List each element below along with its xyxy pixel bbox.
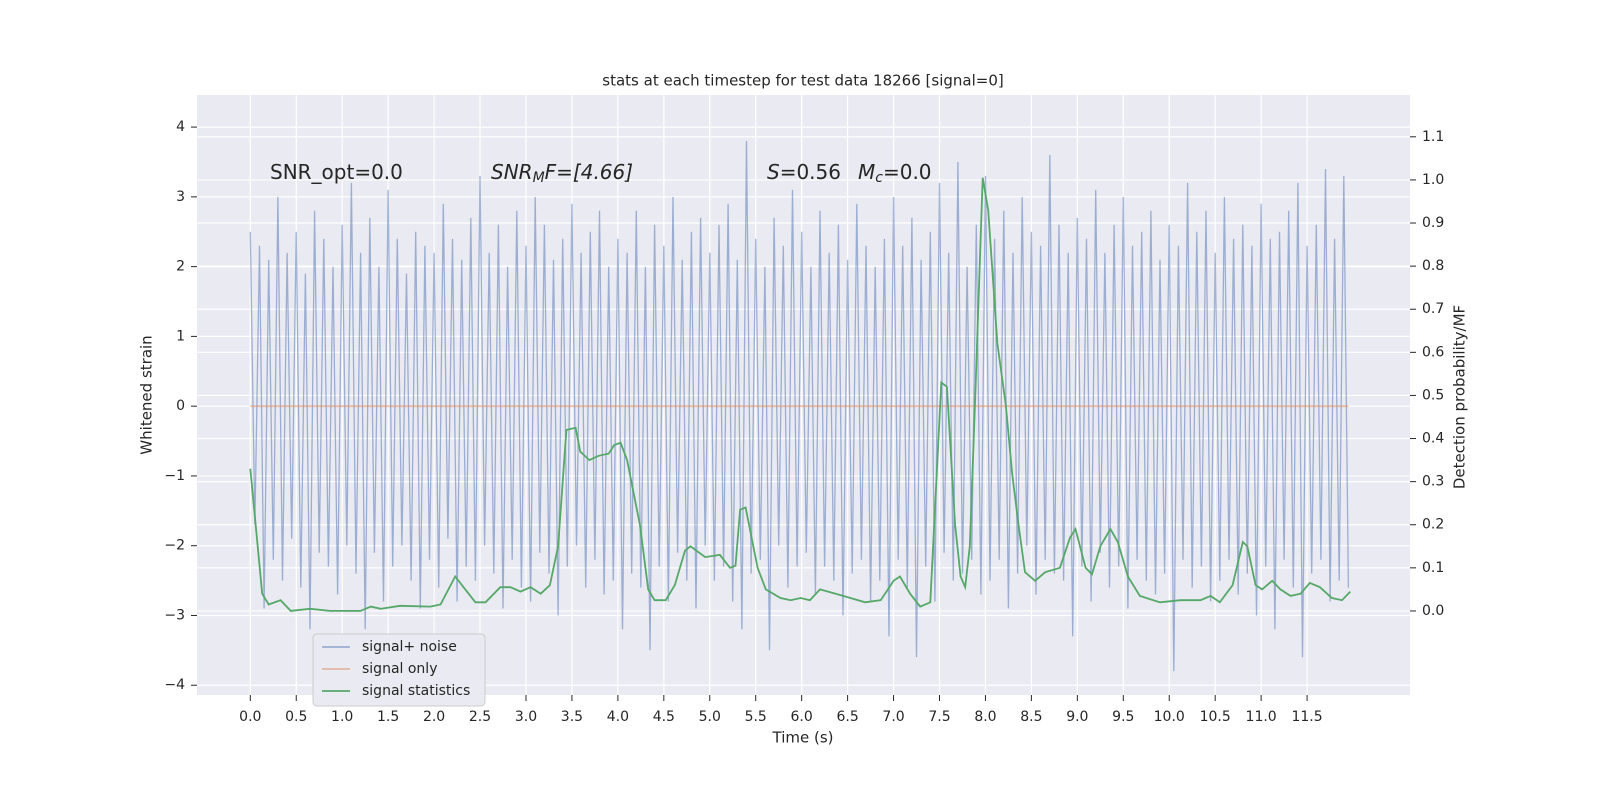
x-tick-label: 10.0 [1154, 709, 1185, 725]
y-tick-label: −3 [164, 607, 185, 623]
y2-axis-label: Detection probability/MF [1451, 305, 1469, 489]
x-tick-label: 7.0 [882, 709, 904, 725]
x-tick-label: 9.0 [1066, 709, 1088, 725]
annotation-main: SNR [491, 160, 533, 184]
y2-tick-label: 0.4 [1422, 431, 1444, 447]
x-tick-label: 11.0 [1246, 709, 1277, 725]
x-tick-label: 2.5 [469, 709, 491, 725]
annotation-main: SNR_opt=0.0 [270, 160, 403, 184]
legend-label: signal only [362, 661, 437, 677]
y2-tick-label: 1.1 [1422, 129, 1444, 145]
x-tick-label: 7.5 [928, 709, 950, 725]
annotation-tail: =0.0 [883, 160, 932, 184]
y-tick-label: 4 [176, 119, 185, 135]
chart-title: stats at each timestep for test data 182… [602, 72, 1003, 90]
y2-tick-label: 0.8 [1422, 258, 1444, 274]
x-tick-label: 0.0 [239, 709, 261, 725]
x-tick-label: 1.5 [377, 709, 399, 725]
x-tick-label: 5.0 [699, 709, 721, 725]
annotation-sub: c [875, 170, 883, 186]
y-axis-label: Whitened strain [138, 335, 156, 454]
series-line [249, 177, 1351, 612]
x-tick-label: 11.5 [1291, 709, 1322, 725]
x-tick-label: 3.5 [561, 709, 583, 725]
legend: signal+ noise signal only signal statistic… [312, 633, 486, 707]
y2-tick-label: 0.1 [1422, 560, 1444, 576]
series-line [249, 140, 1350, 672]
annotation-tail: =0.56 [780, 160, 841, 184]
x-tick-label: 8.5 [1020, 709, 1042, 725]
x-tick-label: 0.5 [285, 709, 307, 725]
annotation: SNRMF=[4.66] [491, 160, 633, 187]
annotation: Mc=0.0 [858, 160, 932, 187]
legend-label: signal+ noise [362, 639, 457, 655]
y2-tick-label: 1.0 [1422, 172, 1444, 188]
legend-box [312, 633, 486, 707]
y-tick-label: 1 [176, 328, 185, 344]
x-tick-label: 10.5 [1200, 709, 1231, 725]
y-tick-label: 2 [176, 259, 185, 275]
y2-tick-label: 0.5 [1422, 387, 1444, 403]
y2-tick-label: 0.7 [1422, 301, 1444, 317]
x-tick-label: 4.5 [653, 709, 675, 725]
annotation: S=0.56 [767, 160, 841, 184]
annotation-tail: F=[4.66] [545, 160, 633, 184]
x-tick-label: 1.0 [331, 709, 353, 725]
annotation-sub: M [533, 170, 545, 186]
y2-tick-label: 0.3 [1422, 474, 1444, 490]
y2-tick-label: 0.0 [1422, 603, 1444, 619]
y-tick-label: 0 [176, 398, 185, 414]
annotation-main: M [858, 160, 875, 184]
x-tick-label: 4.0 [607, 709, 629, 725]
annotation: SNR_opt=0.0 [270, 160, 403, 184]
x-axis-label: Time (s) [772, 729, 834, 747]
legend-label: signal statistics [362, 683, 470, 699]
x-tick-label: 8.0 [974, 709, 996, 725]
y-tick-label: −4 [164, 677, 185, 693]
y-tick-label: −1 [164, 468, 185, 484]
y2-tick-label: 0.2 [1422, 517, 1444, 533]
x-tick-label: 5.5 [745, 709, 767, 725]
grid [197, 95, 1410, 695]
y-tick-label: −2 [164, 538, 185, 554]
x-tick-label: 9.5 [1112, 709, 1134, 725]
y2-tick-label: 0.6 [1422, 344, 1444, 360]
y2-tick-label: 0.9 [1422, 215, 1444, 231]
annotation-main: S [767, 160, 780, 184]
x-tick-label: 6.5 [836, 709, 858, 725]
x-tick-label: 6.0 [791, 709, 813, 725]
y-tick-label: 3 [176, 189, 185, 205]
x-tick-label: 2.0 [423, 709, 445, 725]
x-tick-label: 3.0 [515, 709, 537, 725]
